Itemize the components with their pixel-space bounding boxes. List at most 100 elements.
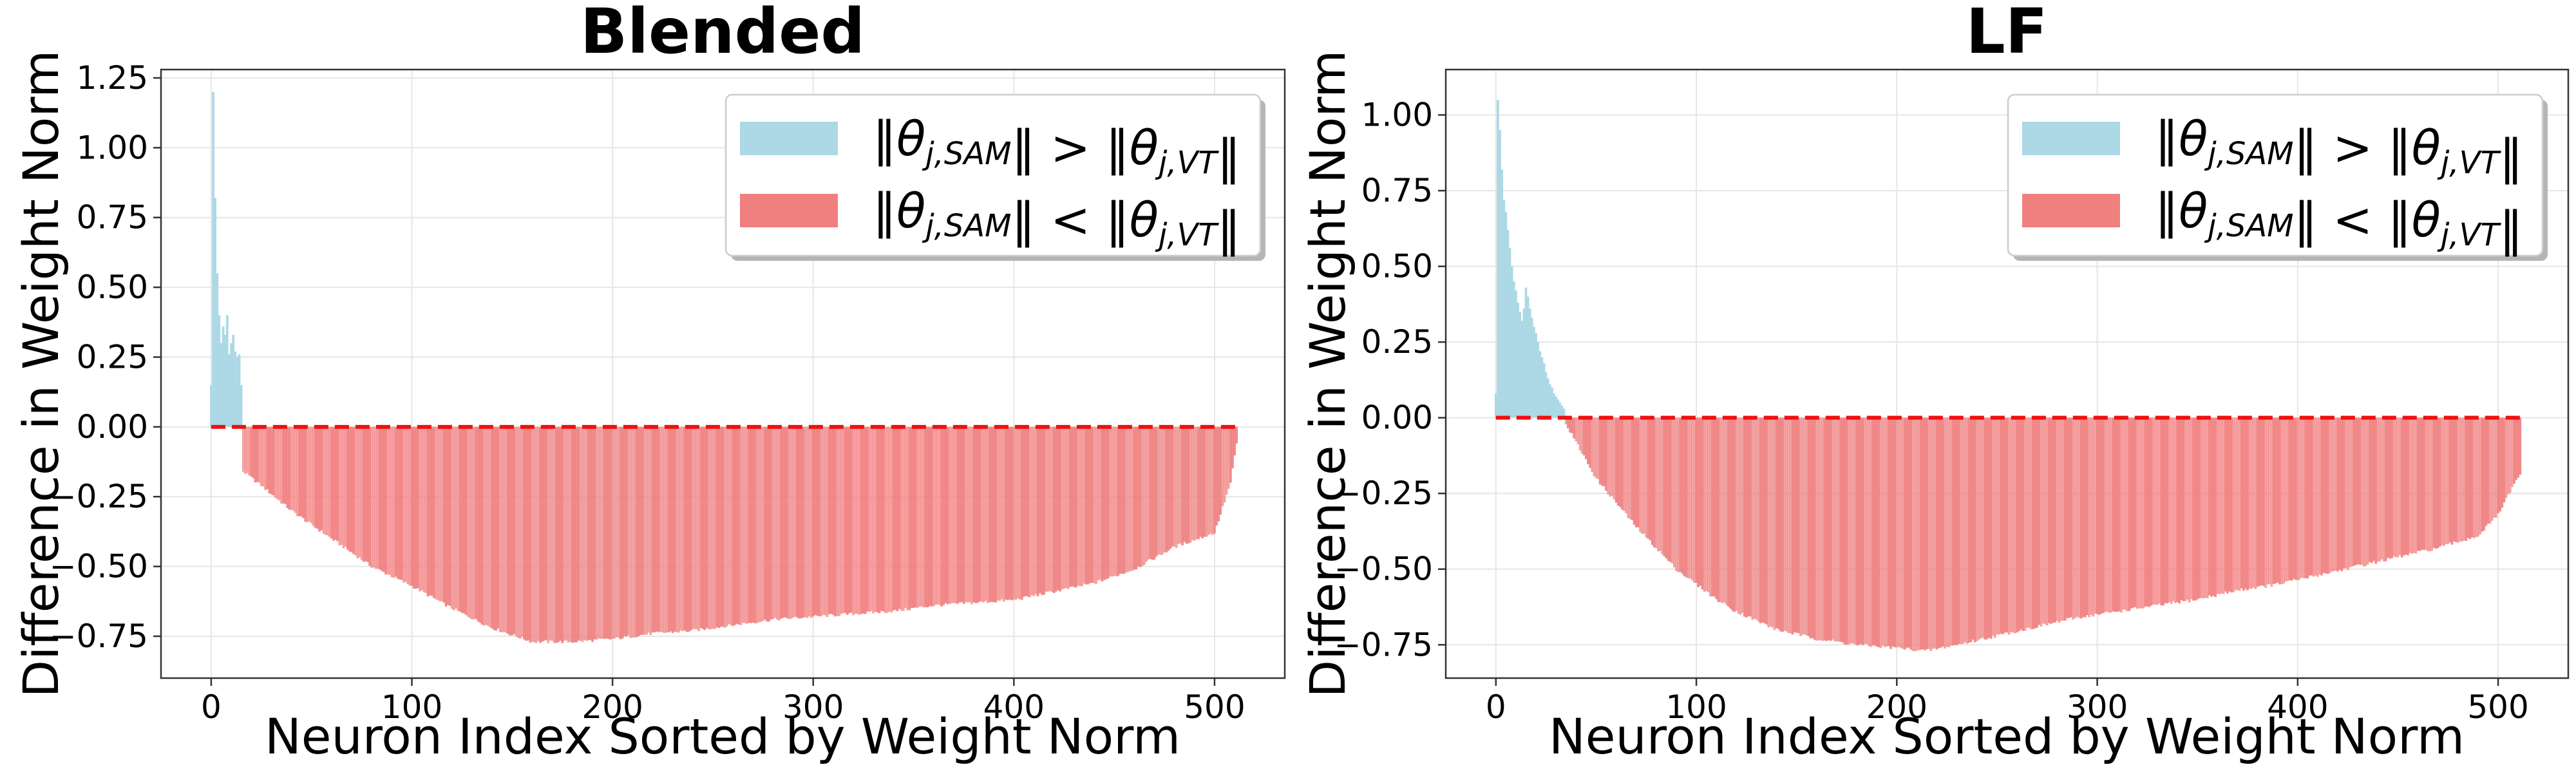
bar: [1975, 417, 1978, 641]
bar: [1598, 417, 1602, 485]
bar: [1843, 417, 1846, 645]
bar: [2284, 417, 2287, 582]
bar: [679, 426, 682, 630]
bar: [437, 426, 439, 600]
bar: [2023, 417, 2027, 631]
bar: [1193, 426, 1196, 541]
bar: [2194, 417, 2197, 601]
bar: [2292, 417, 2295, 580]
bar: [428, 426, 431, 596]
bar: [2208, 417, 2211, 596]
bar: [976, 426, 980, 603]
bar: [661, 426, 664, 633]
bar: [292, 426, 295, 511]
bar: [892, 426, 895, 610]
bar: [551, 426, 554, 641]
bar: [2142, 417, 2145, 609]
bar: [583, 426, 586, 640]
bar: [589, 426, 592, 640]
bar: [816, 426, 819, 616]
bar: [370, 426, 374, 568]
y-tick-label: −0.25: [1334, 475, 1433, 512]
bar: [1124, 426, 1128, 573]
bar: [902, 426, 905, 611]
bar: [974, 426, 977, 603]
bar: [464, 426, 468, 615]
bar: [1041, 426, 1043, 595]
bar: [455, 426, 457, 609]
bar: [2425, 417, 2427, 550]
bar: [761, 426, 764, 621]
bar: [286, 426, 289, 509]
bar: [1659, 417, 1662, 551]
bar: [1690, 417, 1694, 581]
bar: [384, 426, 387, 575]
bar: [866, 426, 869, 612]
bar: [1591, 417, 1594, 472]
bar: [545, 426, 548, 641]
bar: [1763, 417, 1766, 623]
bar: [1185, 426, 1188, 544]
bar: [764, 426, 766, 620]
y-tick-label: −0.50: [50, 548, 148, 585]
chart-title: Blended: [580, 0, 865, 68]
bar: [248, 426, 251, 476]
x-axis-label: Neuron Index Sorted by Weight Norm: [265, 708, 1180, 765]
bar: [984, 426, 987, 601]
bar: [1038, 426, 1041, 594]
bar: [2156, 417, 2159, 605]
bar: [2409, 417, 2411, 553]
bar: [629, 426, 632, 638]
bar: [2063, 417, 2067, 621]
bar: [852, 426, 855, 616]
bar: [1558, 402, 1562, 418]
bar: [2296, 417, 2299, 581]
bar: [2306, 417, 2309, 579]
bar: [1962, 417, 1964, 644]
bar: [920, 426, 923, 607]
bar: [1829, 417, 1832, 641]
bar: [755, 426, 759, 623]
bar: [264, 426, 267, 490]
bar: [1618, 417, 1622, 507]
bar: [743, 426, 746, 623]
bar: [912, 426, 915, 609]
bar: [864, 426, 867, 614]
bar: [1544, 372, 1548, 418]
bar: [1847, 417, 1850, 645]
bar: [1054, 426, 1057, 592]
bar: [832, 426, 835, 615]
bar: [256, 426, 259, 482]
bar: [691, 426, 694, 629]
bar: [358, 426, 361, 558]
bar: [840, 426, 843, 614]
bar: [956, 426, 959, 604]
bar: [978, 426, 981, 601]
bar: [1713, 417, 1716, 597]
bar: [1018, 426, 1021, 600]
bar: [360, 426, 363, 560]
bar: [1209, 426, 1212, 534]
bar: [2090, 417, 2093, 615]
legend-item-greater-swatch: [2022, 122, 2120, 155]
bar: [2134, 417, 2137, 607]
bar: [1605, 417, 1607, 491]
bar: [1727, 417, 1730, 607]
bar: [1564, 417, 1567, 424]
bar: [518, 426, 522, 639]
bar: [1165, 426, 1168, 553]
bar: [2392, 417, 2396, 556]
bar: [1771, 417, 1774, 628]
x-tick-label: 0: [201, 688, 222, 726]
bar: [2290, 417, 2293, 581]
bar: [790, 426, 793, 619]
bar: [1879, 417, 1882, 648]
bar: [753, 426, 757, 623]
bar: [1229, 426, 1232, 483]
bar: [2503, 417, 2506, 503]
bar: [1839, 417, 1842, 642]
bar: [1649, 417, 1652, 540]
bar: [717, 426, 721, 629]
bar: [372, 426, 375, 567]
bar: [240, 384, 243, 427]
